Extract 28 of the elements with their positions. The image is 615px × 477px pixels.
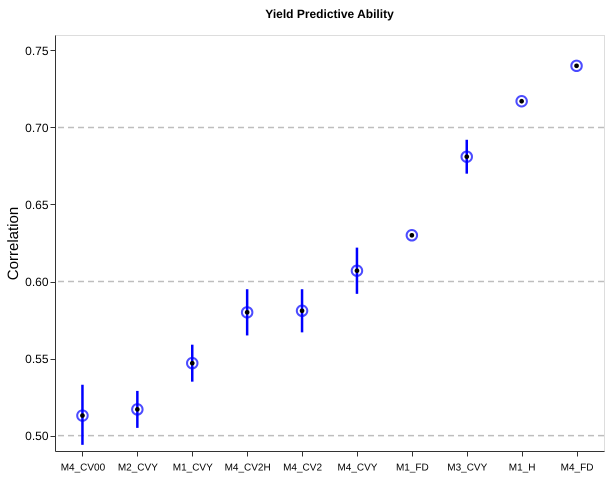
point xyxy=(515,95,528,108)
x-tick-label: M4_CV2H xyxy=(224,462,271,474)
x-tick-label: M2_CVY xyxy=(118,462,158,474)
point xyxy=(350,264,364,277)
x-tick-label: M1_FD xyxy=(396,462,429,474)
x-tick-label: M4_FD xyxy=(560,462,594,474)
point xyxy=(460,150,473,163)
point xyxy=(406,229,418,242)
chart-title: Yield Predictive Ability xyxy=(265,7,394,21)
x-tick-label: M1_CVY xyxy=(172,462,214,474)
y-tick-label: 0.50 xyxy=(25,429,49,444)
x-tick-label: M4_CVY xyxy=(337,462,378,474)
x-tick-label: M4_CV00 xyxy=(60,462,106,474)
point xyxy=(76,409,89,422)
x-tick-label: M3_CVY xyxy=(447,462,488,474)
y-axis-title: Correlation xyxy=(5,206,22,280)
point xyxy=(570,60,583,72)
y-tick-label: 0.55 xyxy=(25,352,49,366)
y-tick-label: 0.75 xyxy=(25,44,49,58)
x-tick-label: M4_CV2 xyxy=(283,462,322,474)
point xyxy=(296,304,308,318)
point xyxy=(186,356,198,370)
point xyxy=(131,403,144,416)
y-tick-label: 0.70 xyxy=(25,120,49,135)
y-tick-label: 0.65 xyxy=(25,198,49,212)
y-tick-label: 0.60 xyxy=(25,275,49,290)
point xyxy=(240,306,254,319)
x-tick-label: M1_H xyxy=(508,462,536,474)
